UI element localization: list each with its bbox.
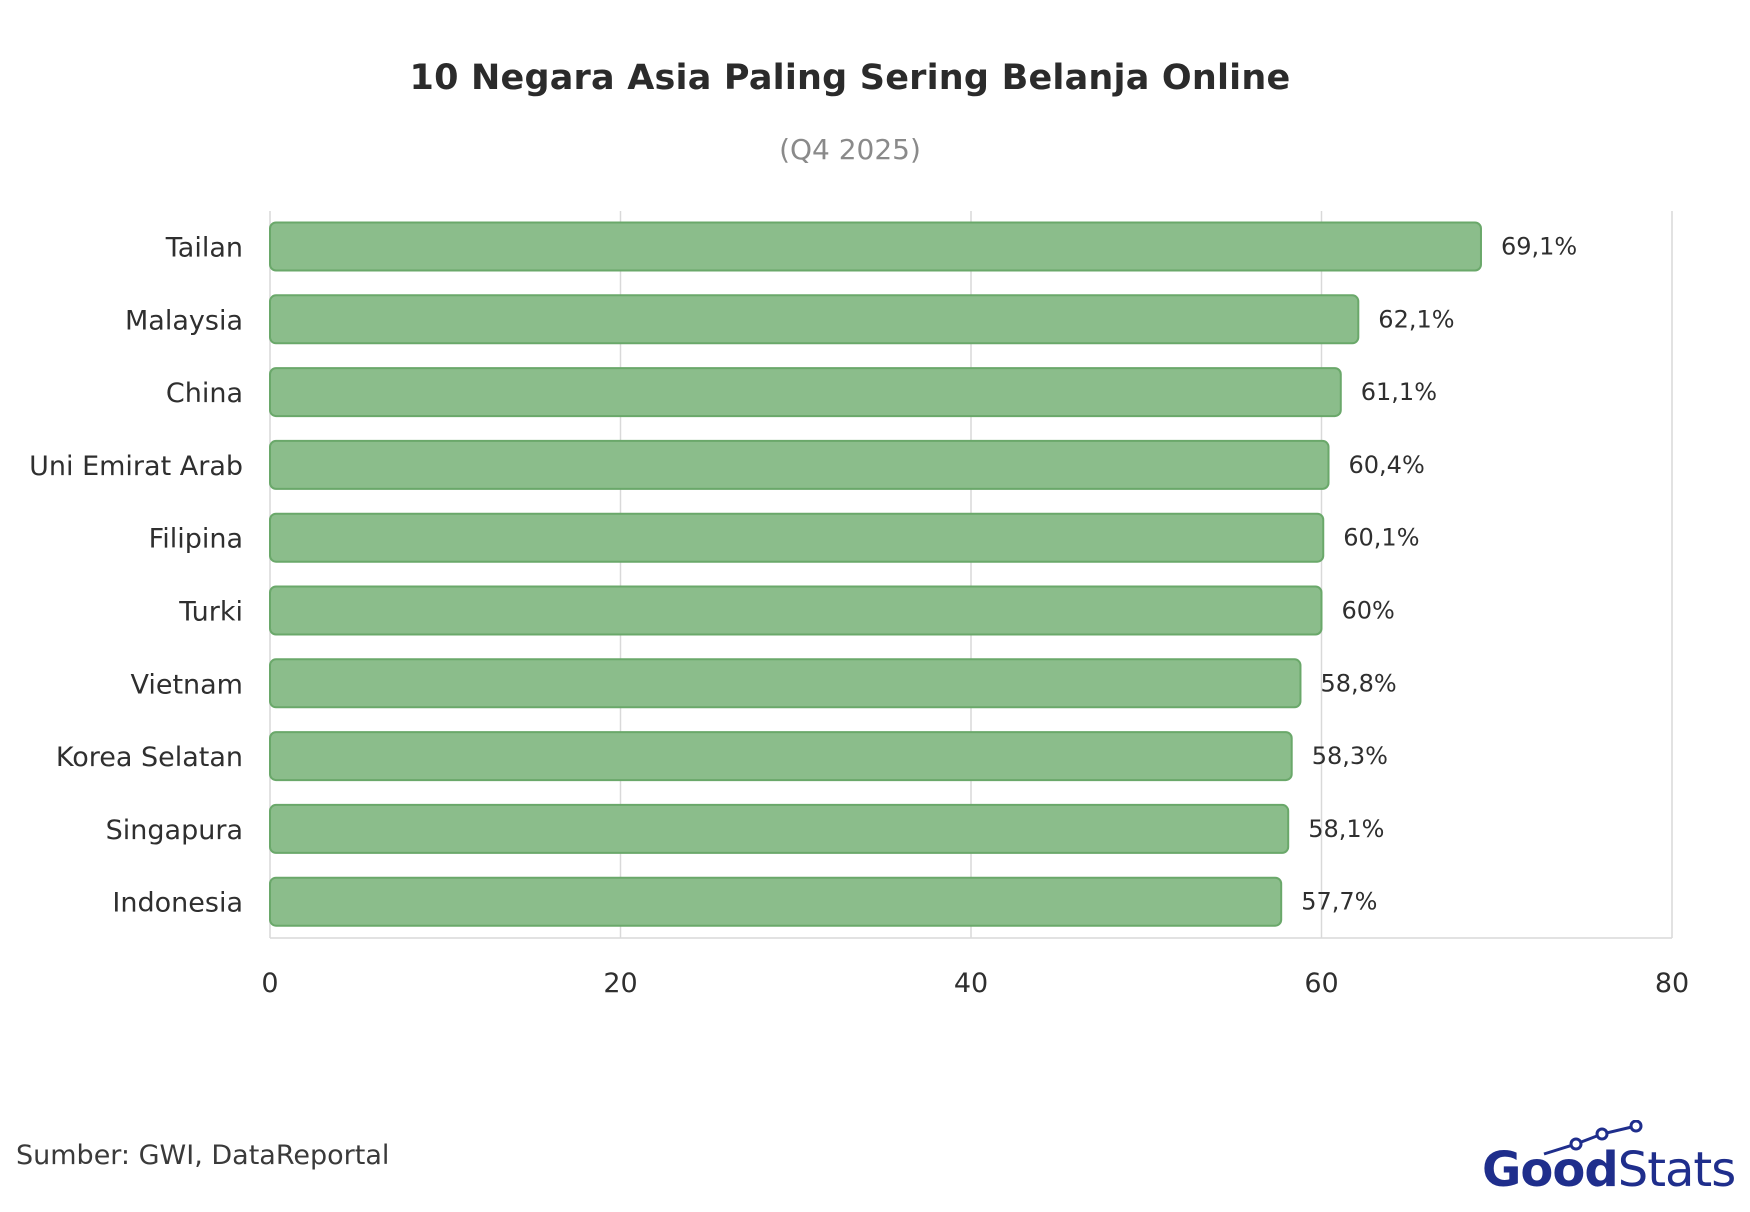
value-label: 60% (1342, 597, 1395, 625)
category-label: China (166, 378, 243, 409)
value-label: 58,3% (1312, 742, 1388, 770)
x-axis-ticks: 0 20 40 60 80 (261, 968, 1689, 999)
category-label: Uni Emirat Arab (29, 451, 243, 482)
bars (269, 221, 1482, 927)
category-label: Filipina (149, 524, 243, 555)
x-tick-label: 60 (1304, 968, 1338, 999)
logo-chart-icon (1543, 1120, 1643, 1156)
category-labels: Tailan Malaysia China Uni Emirat Arab Filipi… (29, 233, 243, 919)
value-label: 58,1% (1308, 815, 1384, 843)
value-label: 57,7% (1301, 888, 1377, 916)
bar (269, 294, 1360, 345)
category-label: Tailan (165, 233, 243, 264)
value-label: 58,8% (1320, 669, 1396, 697)
goodstats-logo: GoodStats (1482, 1120, 1736, 1200)
x-tick-label: 20 (603, 968, 637, 999)
value-labels: 69,1% 62,1% 61,1% 60,4% 60,1% 60% 58,8% 58,3% 58… (1301, 233, 1577, 916)
x-tick-label: 80 (1655, 968, 1689, 999)
category-label: Vietnam (130, 669, 243, 700)
category-label: Indonesia (112, 888, 243, 919)
bar (269, 221, 1482, 272)
bar (269, 876, 1283, 927)
x-tick-label: 0 (261, 968, 278, 999)
chart-subtitle: (Q4 2025) (779, 133, 921, 166)
bar (269, 731, 1293, 782)
bar (269, 803, 1290, 854)
value-label: 61,1% (1361, 378, 1437, 406)
bar (269, 585, 1323, 636)
category-label: Malaysia (125, 305, 243, 336)
category-label: Korea Selatan (56, 742, 243, 773)
bar (269, 439, 1330, 490)
source-text: Sumber: GWI, DataReportal (16, 1140, 390, 1171)
category-label: Turki (178, 597, 243, 628)
bar (269, 367, 1342, 418)
bar (269, 658, 1302, 709)
value-label: 60,1% (1343, 524, 1419, 552)
logo-wordmark: GoodStats (1482, 1142, 1736, 1198)
x-tick-label: 40 (954, 968, 988, 999)
value-label: 60,4% (1349, 451, 1425, 479)
category-label: Singapura (106, 815, 243, 846)
value-label: 69,1% (1501, 233, 1577, 261)
bar (269, 512, 1325, 563)
value-label: 62,1% (1378, 305, 1454, 333)
bar-chart: Tailan Malaysia China Uni Emirat Arab Filipi… (29, 211, 1689, 999)
chart-title: 10 Negara Asia Paling Sering Belanja Onl… (409, 58, 1291, 98)
